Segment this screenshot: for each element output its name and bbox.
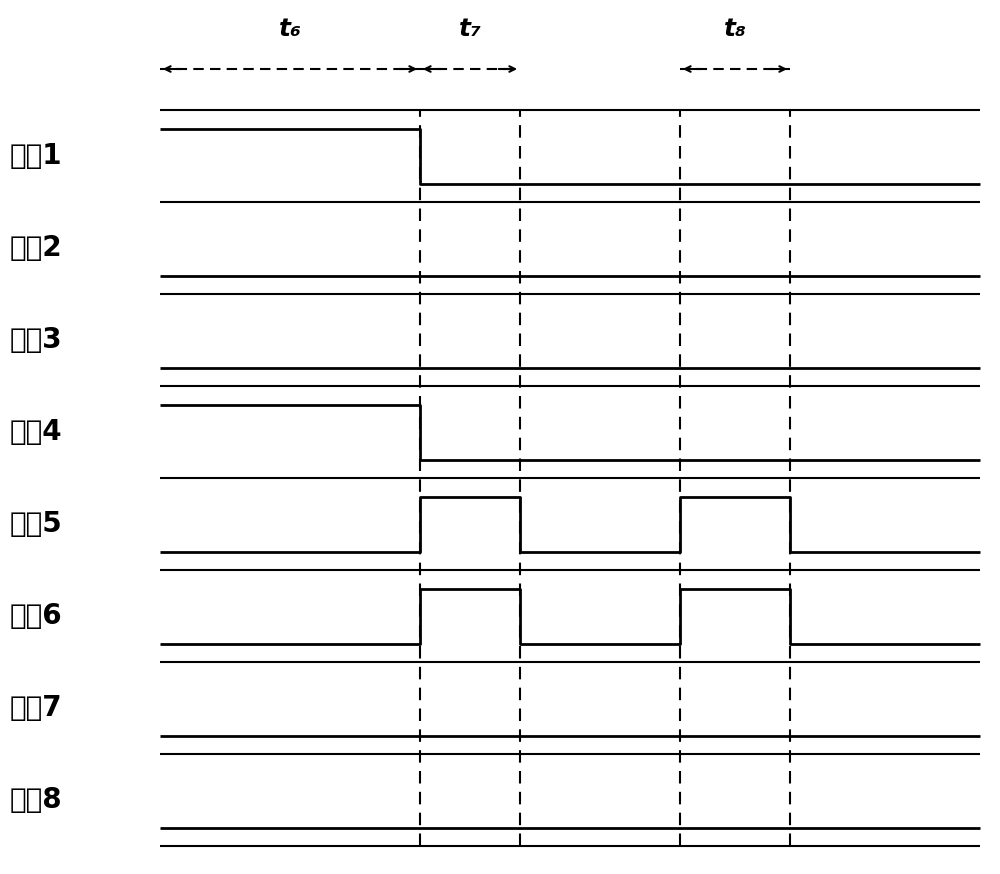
Text: 开关4: 开关4 — [10, 419, 63, 447]
Text: 开关6: 开关6 — [10, 602, 63, 630]
Text: 开关3: 开关3 — [10, 326, 63, 354]
Text: t₇: t₇ — [458, 17, 482, 41]
Text: t₈: t₈ — [724, 17, 747, 41]
Text: 开关7: 开关7 — [10, 695, 63, 723]
Text: 开关5: 开关5 — [10, 510, 63, 538]
Text: t₆: t₆ — [278, 17, 302, 41]
Text: 开关1: 开关1 — [10, 142, 62, 170]
Text: 开关2: 开关2 — [10, 234, 63, 262]
Text: 开关8: 开关8 — [10, 787, 63, 815]
